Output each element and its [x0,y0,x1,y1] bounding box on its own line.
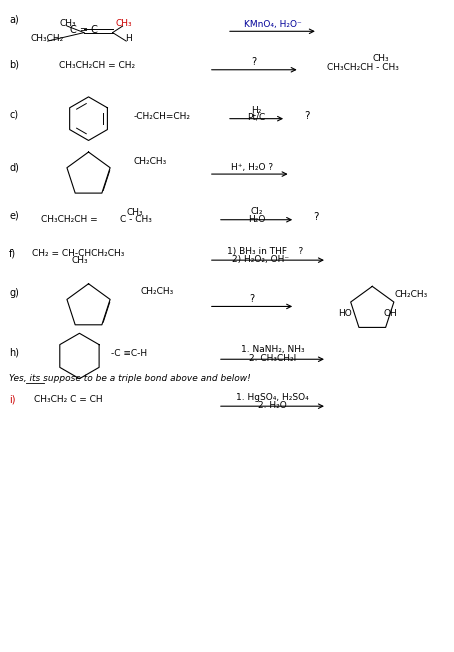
Text: CH₃CH₂CH =: CH₃CH₂CH = [41,215,98,224]
Text: CH₂CH₃: CH₂CH₃ [395,289,428,299]
Text: 2. CH₃CH₂I: 2. CH₃CH₂I [249,354,296,363]
Text: CH₂CH₃: CH₂CH₃ [134,157,167,166]
Text: 1. NaNH₂, NH₃: 1. NaNH₂, NH₃ [241,345,304,354]
Text: i): i) [9,394,15,404]
Text: ?: ? [304,111,310,121]
Text: 2) H₂O₂, OH⁻: 2) H₂O₂, OH⁻ [232,255,290,264]
Text: g): g) [9,288,19,298]
Text: HO: HO [338,309,352,318]
Text: CH₂CH₃: CH₂CH₃ [141,287,174,296]
Text: C = C: C = C [70,25,98,35]
Text: a): a) [9,15,19,25]
Text: CH₃CH₂ C = CH: CH₃CH₂ C = CH [34,395,103,404]
Text: -C ≡C-H: -C ≡C-H [111,349,148,358]
Text: H: H [125,34,132,43]
Text: d): d) [9,163,19,173]
Text: ?: ? [249,294,255,304]
Text: CH₃CH₂CH = CH₂: CH₃CH₂CH = CH₂ [59,61,135,70]
Text: C - CH₃: C - CH₃ [120,215,152,224]
Text: e): e) [9,211,19,220]
Text: CH₃CH₂CH - CH₃: CH₃CH₂CH - CH₃ [327,63,399,72]
Text: CH₃: CH₃ [126,207,143,216]
Text: H⁺, H₂O ?: H⁺, H₂O ? [231,162,273,171]
Text: H₂: H₂ [252,106,262,115]
Text: H₂O: H₂O [248,215,265,224]
Text: CH₃: CH₃ [59,19,76,28]
Text: CH₃CH₂: CH₃CH₂ [31,34,64,43]
Text: CH₃: CH₃ [72,256,89,265]
Text: CH₃: CH₃ [116,19,133,28]
Text: h): h) [9,348,19,358]
Text: 1) BH₃ in THF    ?: 1) BH₃ in THF ? [227,247,304,256]
Text: f): f) [9,248,16,258]
Text: CH₃: CH₃ [372,53,389,63]
Text: OH: OH [384,309,397,318]
Text: c): c) [9,110,18,119]
Text: KMnO₄, H₂O⁻: KMnO₄, H₂O⁻ [243,20,301,29]
Text: ?: ? [313,212,319,222]
Text: b): b) [9,59,19,69]
Text: Pt/C: Pt/C [247,113,266,122]
Text: Cl₂: Cl₂ [250,207,263,216]
Text: 2. H₂O: 2. H₂O [258,401,287,410]
Text: 1. HgSO₄, H₂SO₄: 1. HgSO₄, H₂SO₄ [236,393,309,402]
Text: CH₂ = CH-CHCH₂CH₃: CH₂ = CH-CHCH₂CH₃ [32,249,124,258]
Text: -CH₂CH=CH₂: -CH₂CH=CH₂ [134,111,191,121]
Text: Yes, its suppose to be a triple bond above and below!: Yes, its suppose to be a triple bond abo… [9,374,251,383]
Text: ?: ? [252,57,257,67]
